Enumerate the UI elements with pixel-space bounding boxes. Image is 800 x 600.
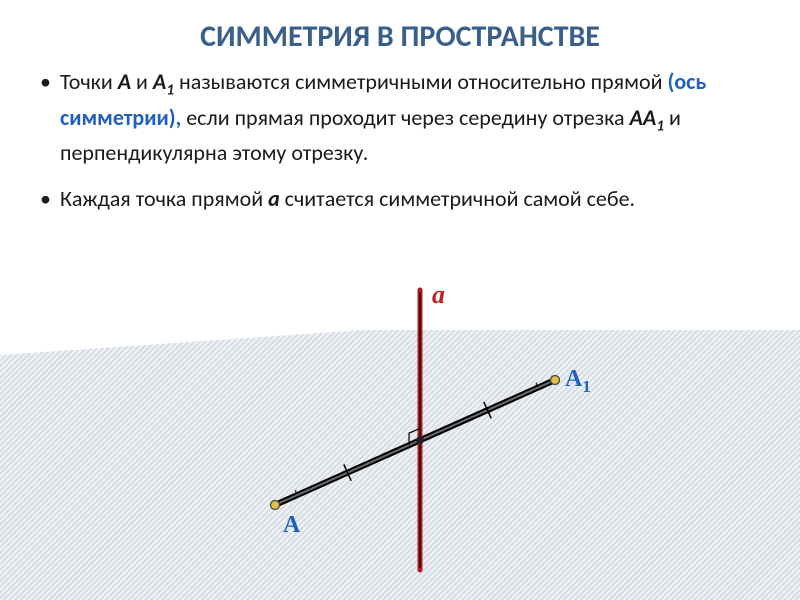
bullet-2-a: а [268,185,280,212]
slide: СИММЕТРИЯ В ПРОСТРАНСТВЕ Точки А и А1 на… [0,0,800,600]
bullet-2-post: считается симметричной самой себе. [280,185,635,212]
body-text: Точки А и А1 называются симметричными от… [38,66,760,229]
bullet-1-A1: А1 [153,68,174,95]
bullet-2-pre: Каждая точка прямой [60,185,268,212]
bullet-2: Каждая точка прямой а считается симметри… [38,183,760,215]
bullet-1-AA1-sub: 1 [656,116,664,135]
bullet-1-A1-base: А [153,68,166,95]
bullet-1-mid2: называются симметричными относительно пр… [174,68,667,95]
bullet-1-mid1: и [131,68,153,95]
bullet-1-A: А [118,68,131,95]
bullet-1: Точки А и А1 называются симметричными от… [38,66,760,169]
bullet-1-text-pre: Точки [60,68,118,95]
bullet-1-A1-sub: 1 [166,80,174,99]
bullet-1-mid3: если прямая проходит через середину отре… [181,104,629,131]
bullet-1-AA1: АА1 [630,104,664,131]
slide-title: СИММЕТРИЯ В ПРОСТРАНСТВЕ [0,18,800,55]
bullet-1-AA1-base: АА [630,104,657,131]
